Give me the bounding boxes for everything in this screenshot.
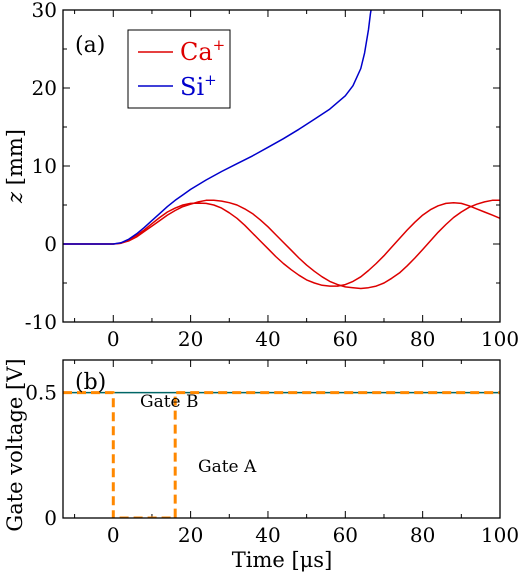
- panel-b-xtick-label-3: 60: [333, 523, 358, 547]
- series-gate-a-1: [63, 391, 500, 518]
- panel-b-label: (b): [75, 370, 106, 395]
- panel-a-ylabel: z [mm]: [3, 129, 27, 204]
- panel-b: 0 20 40 60 80 100 0 0.5 (b) Gate B Gate A Gate …: [3, 358, 519, 572]
- series-ca--0: [63, 201, 500, 287]
- series-ca--1: [63, 199, 500, 290]
- panel-b-xtick-label-0: 0: [107, 523, 120, 547]
- legend: Ca+ Si+: [127, 29, 231, 109]
- panel-b-ytick-label-1: 0.5: [25, 381, 57, 405]
- panel-a-ytick-label-0: -10: [25, 310, 57, 334]
- panel-a-frame: [62, 9, 501, 323]
- panel-b-xtick-label-1: 20: [178, 523, 203, 547]
- legend-label-si: Si+: [180, 71, 217, 101]
- series-si--2: [63, 10, 372, 245]
- panel-a-ytick-label-4: 30: [32, 0, 57, 22]
- panel-b-ticks: 0 20 40 60 80 100 0 0.5: [25, 360, 519, 547]
- panel-b-xlabel: Time [μs]: [232, 548, 333, 572]
- panel-b-xtick-label-2: 40: [255, 523, 280, 547]
- panel-a-xtick-label-3: 60: [333, 327, 358, 351]
- panel-b-frame: [62, 359, 501, 519]
- panel-a-ticks: 0 20 40 60 80 100 -10 0 10 20 30: [25, 0, 519, 351]
- panel-a: 0 20 40 60 80 100 -10 0 10 20 30 (a) Ca+ Si+ z [mm…: [3, 0, 519, 351]
- panel-a-ytick-label-1: 0: [44, 232, 57, 256]
- legend-label-ca: Ca+: [180, 36, 225, 66]
- gate-a-label: Gate A: [198, 457, 257, 477]
- panel-a-xtick-label-4: 80: [410, 327, 435, 351]
- panel-b-ylabel: Gate voltage [V]: [3, 358, 27, 531]
- panel-a-label: (a): [75, 33, 105, 58]
- panel-a-xtick-label-1: 20: [178, 327, 203, 351]
- panel-a-ytick-label-2: 10: [32, 154, 57, 178]
- panel-a-xtick-label-5: 100: [481, 327, 519, 351]
- panel-a-series: [63, 10, 500, 290]
- panel-b-xtick-label-5: 100: [481, 523, 519, 547]
- gate-b-label: Gate B: [140, 392, 199, 412]
- panel-b-series: [63, 391, 500, 518]
- panel-a-ytick-label-3: 20: [32, 76, 57, 100]
- panel-a-xtick-label-2: 40: [255, 327, 280, 351]
- panel-a-xtick-label-0: 0: [107, 327, 120, 351]
- panel-b-ytick-label-0: 0: [44, 506, 57, 530]
- panel-b-xtick-label-4: 80: [410, 523, 435, 547]
- legend-box: [127, 29, 231, 109]
